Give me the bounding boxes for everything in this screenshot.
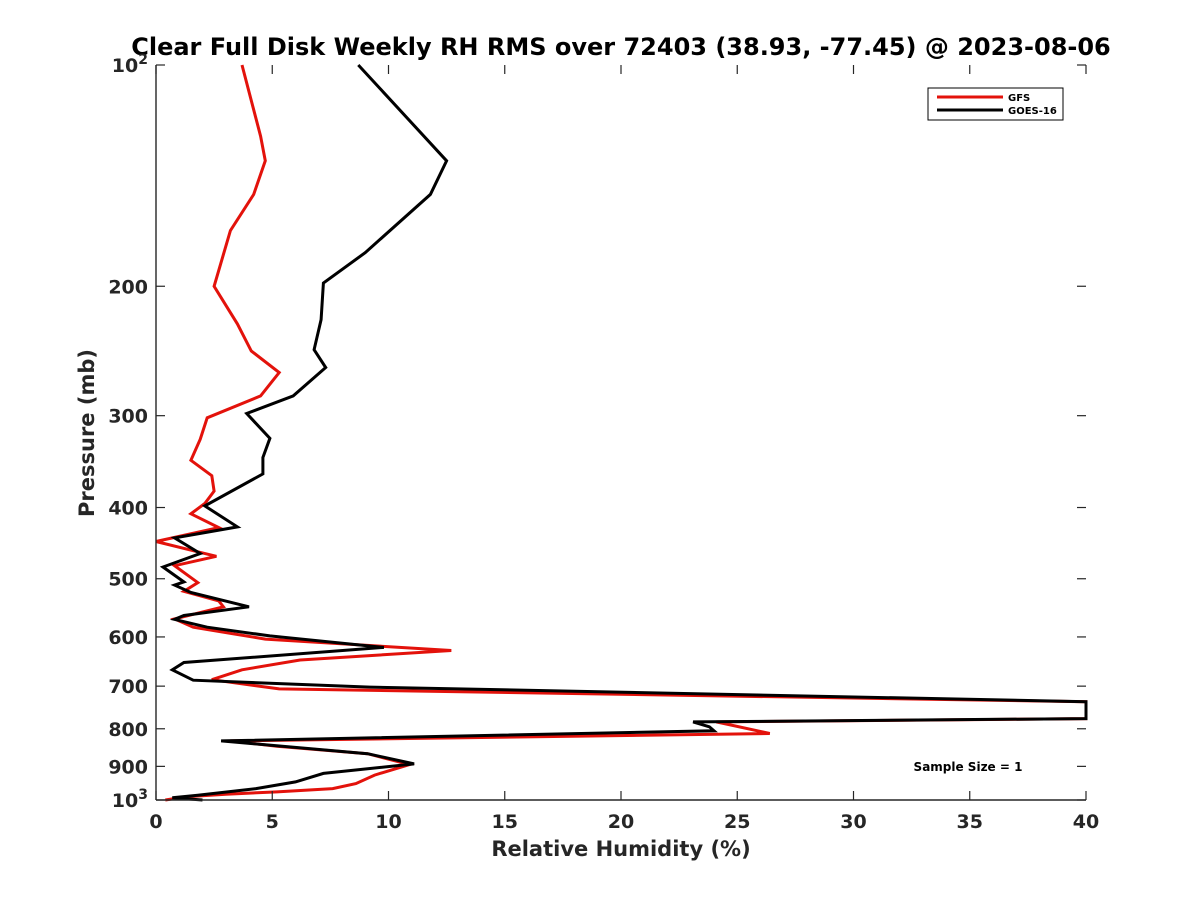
x-axis-label: Relative Humidity (%) xyxy=(491,837,750,861)
x-ticks: 0 5 10 15 20 25 30 35 40 xyxy=(149,65,1099,833)
legend-label: GFS xyxy=(1008,93,1030,104)
y-tick-label-exponent: 2 xyxy=(138,52,148,68)
y-tick-label-value: 700 xyxy=(108,676,148,698)
y-tick-label-value: 600 xyxy=(108,627,148,649)
y-tick-label-value: 900 xyxy=(108,756,148,778)
x-tick-label: 15 xyxy=(492,811,518,833)
y-tick-label: 300 xyxy=(108,406,148,428)
plot-area xyxy=(156,65,1086,800)
y-tick-label-value: 200 xyxy=(108,276,148,298)
series-group xyxy=(155,63,1088,802)
y-tick-label: 200 xyxy=(108,276,148,298)
x-tick-label: 20 xyxy=(608,811,634,833)
x-tick-label: 30 xyxy=(840,811,866,833)
y-tick-label: 900 xyxy=(108,756,148,778)
legend-label: GOES-16 xyxy=(1008,106,1057,117)
series-line-goes-16 xyxy=(159,63,1088,802)
y-tick-label-base: 10 xyxy=(112,790,138,812)
x-tick-label: 0 xyxy=(149,811,162,833)
y-tick-label-value: 300 xyxy=(108,406,148,428)
x-tick-label: 35 xyxy=(957,811,983,833)
x-tick-label: 10 xyxy=(375,811,401,833)
y-tick-label: 400 xyxy=(108,498,148,520)
x-tick-label: 40 xyxy=(1073,811,1099,833)
y-tick-label: 700 xyxy=(108,676,148,698)
y-axis-label: Pressure (mb) xyxy=(75,349,99,517)
legend-box xyxy=(927,87,1064,121)
y-tick-label-exponent: 3 xyxy=(138,787,148,803)
y-tick-label-value: 500 xyxy=(108,569,148,591)
x-tick-label: 25 xyxy=(724,811,750,833)
y-tick-label: 103 xyxy=(112,787,148,812)
sample-size-annotation: Sample Size = 1 xyxy=(914,760,1023,774)
y-tick-label: 600 xyxy=(108,627,148,649)
chart-title: Clear Full Disk Weekly RH RMS over 72403… xyxy=(131,33,1111,61)
x-tick-label: 5 xyxy=(266,811,279,833)
y-tick-label-value: 400 xyxy=(108,498,148,520)
legend: GFS GOES-16 xyxy=(927,87,1064,121)
y-tick-label: 800 xyxy=(108,719,148,741)
y-tick-label: 102 xyxy=(112,52,148,77)
y-tick-label: 500 xyxy=(108,569,148,591)
y-tick-label-value: 800 xyxy=(108,719,148,741)
y-tick-label-base: 10 xyxy=(112,55,138,77)
